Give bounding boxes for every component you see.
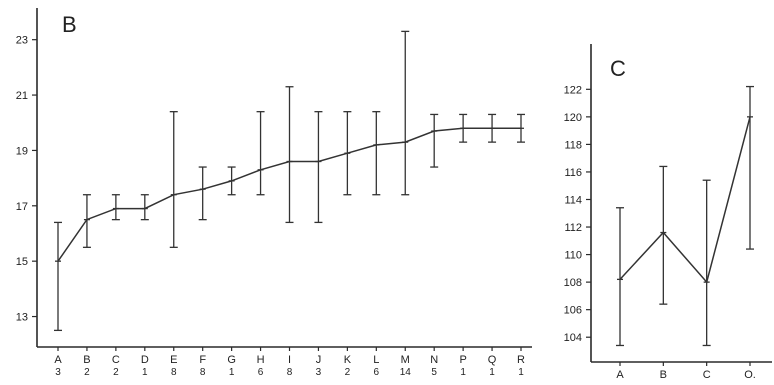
- panel-b-x-count-label: 5: [431, 367, 437, 378]
- panel-b-y-tick-label: 17: [16, 201, 28, 213]
- panel-c-series-line: [619, 116, 751, 284]
- panel-b-x-tick-label: L: [373, 354, 379, 366]
- panel-b-y-tick-label: 19: [16, 145, 28, 157]
- panel-b-x-count-label: 2: [113, 367, 119, 378]
- panel-b-x-tick-label: I: [288, 354, 291, 366]
- panel-b-x-count-label: 1: [489, 367, 495, 378]
- panel-b-x-tick-label: R: [517, 354, 525, 366]
- panel-b-x-count-label: 2: [345, 367, 351, 378]
- panel-b-x-tick-label: E: [170, 354, 177, 366]
- panel-b-x-count-label: 14: [400, 367, 412, 378]
- panel-c-x-tick-label: C: [703, 369, 711, 381]
- panel-b-x-tick-label: H: [257, 354, 265, 366]
- panel-b-x-tick-label: N: [430, 354, 438, 366]
- panel-b-x-count-label: 6: [374, 367, 380, 378]
- panel-b-x-count-label: 3: [316, 367, 322, 378]
- panel-c-y-tick-label: 112: [564, 222, 582, 234]
- panel-b-x-count-label: 1: [460, 367, 466, 378]
- panel-b: B131517192123A3B2C2D1E8F8G1H6I8J3K2L6M14…: [16, 8, 532, 378]
- panel-b-x-count-label: 1: [229, 367, 235, 378]
- panel-b-x-tick-label: F: [199, 354, 206, 366]
- panel-c-y-tick-label: 116: [564, 167, 582, 179]
- panel-c-y-tick-label: 110: [564, 250, 582, 262]
- panel-c-x-tick-label: O.: [744, 369, 756, 381]
- panel-b-x-count-label: 1: [518, 367, 524, 378]
- panel-b-x-tick-label: D: [141, 354, 149, 366]
- panel-b-x-tick-label: B: [83, 354, 90, 366]
- panel-b-x-tick-label: Q: [488, 354, 497, 366]
- panel-c-y-tick-label: 108: [564, 277, 582, 289]
- panel-c-y-tick-label: 118: [564, 139, 582, 151]
- panel-c-y-tick-label: 122: [564, 84, 582, 96]
- panel-b-x-count-label: 6: [258, 367, 264, 378]
- panel-b-x-count-label: 8: [200, 367, 206, 378]
- panel-b-y-tick-label: 23: [16, 35, 28, 47]
- panel-b-y-tick-label: 21: [16, 90, 28, 102]
- panel-c-y-tick-label: 106: [564, 305, 582, 317]
- panel-b-x-tick-label: J: [316, 354, 322, 366]
- panel-c-y-tick-label: 114: [564, 194, 582, 206]
- panel-b-x-count-label: 8: [287, 367, 293, 378]
- panel-c-x-tick-label: B: [660, 369, 667, 381]
- panel-b-x-count-label: 1: [142, 367, 148, 378]
- panel-c: C 104 106 108 110 112 114 116 118 120 122 A B C O.: [564, 44, 772, 381]
- panel-b-x-count-label: 8: [171, 367, 177, 378]
- panel-b-x-count-label: 3: [55, 367, 61, 378]
- panel-b-x-tick-label: G: [227, 354, 236, 366]
- panel-c-y-tick-label: 104: [564, 332, 582, 344]
- panel-c-y-tick-label: 120: [564, 112, 582, 124]
- panel-b-x-tick-label: C: [112, 354, 120, 366]
- panel-b-x-count-label: 2: [84, 367, 90, 378]
- panel-b-y-tick-label: 13: [16, 312, 28, 324]
- panel-b-x-tick-label: P: [459, 354, 466, 366]
- panel-b-panel-label: B: [62, 12, 77, 37]
- panel-b-x-tick-label: A: [54, 354, 62, 366]
- panel-b-x-tick-label: M: [401, 354, 410, 366]
- panel-b-x-tick-label: K: [344, 354, 352, 366]
- panel-c-x-tick-label: A: [616, 369, 624, 381]
- panel-c-panel-label: C: [610, 56, 626, 81]
- panel-b-y-tick-label: 15: [16, 256, 28, 268]
